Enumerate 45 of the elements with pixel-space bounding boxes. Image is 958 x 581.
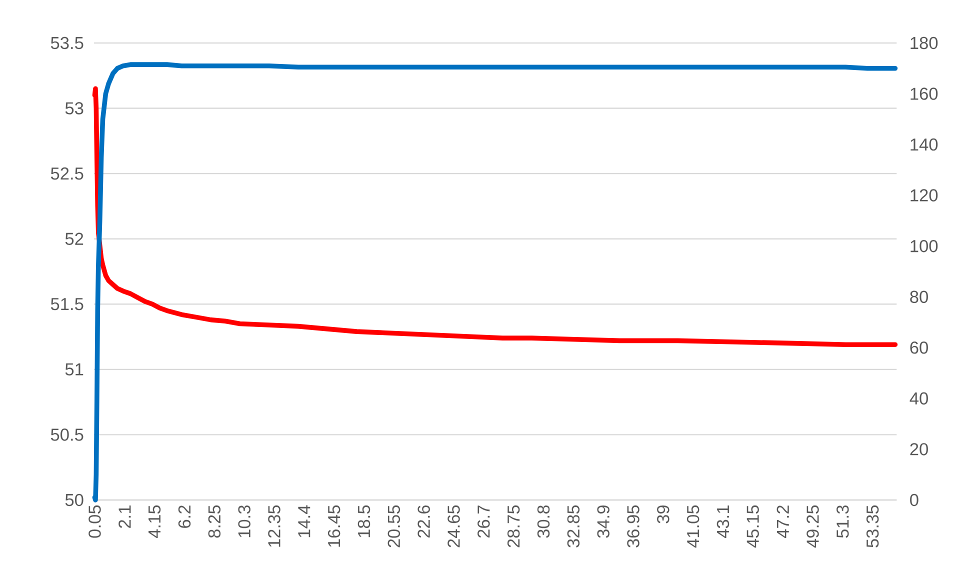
x-tick-label: 49.25 (806, 505, 819, 548)
y-tick-label: 52 (65, 232, 84, 245)
x-tick-label: 39 (657, 506, 670, 524)
x-tick-label: 2.1 (118, 506, 131, 528)
x-tick-label: 30.8 (537, 505, 550, 538)
x-tick-label: 28.75 (507, 505, 520, 548)
x-tick-label: 43.1 (716, 506, 730, 538)
y-tick-label: 51.5 (50, 298, 84, 310)
x-tick-label: 6.2 (178, 506, 191, 528)
y2-tick-label: 100 (910, 240, 938, 252)
x-tick-label: 53.35 (866, 505, 879, 548)
x-tick-label: 0.05 (88, 505, 101, 538)
x-tick-label: 24.65 (448, 505, 460, 548)
x-tick-label: 36.95 (627, 505, 640, 548)
y2-tick-label: 60 (910, 342, 928, 354)
y-tick-label: 50 (65, 494, 84, 506)
x-tick-label: 32.85 (567, 505, 580, 548)
x-tick-label: 14.4 (298, 505, 310, 538)
x-tick-label: 45.15 (746, 505, 759, 548)
x-tick-label: 20.55 (388, 505, 400, 548)
y-tick-label: 50.5 (50, 428, 84, 441)
x-tick-label: 51.3 (836, 505, 849, 538)
y2-tick-label: 80 (910, 290, 928, 304)
x-tick-label: 26.7 (478, 506, 490, 538)
x-tick-label: 4.15 (148, 505, 161, 538)
y2-tick-label: 140 (910, 138, 938, 151)
y2-tick-label: 160 (910, 88, 938, 100)
y-tick-label: 53.5 (50, 36, 84, 50)
x-tick-label: 41.05 (686, 505, 700, 548)
x-tick-label: 16.45 (328, 505, 340, 547)
y2-tick-label: 120 (910, 189, 938, 202)
y-tick-label: 51 (65, 363, 84, 376)
x-tick-label: 47.2 (776, 506, 789, 538)
x-tick-label: 18.5 (358, 505, 370, 538)
y2-tick-label: 0 (910, 494, 918, 506)
x-tick-label: 8.25 (208, 505, 221, 538)
x-tick-label: 34.9 (597, 506, 610, 538)
y2-tick-label: 40 (910, 392, 928, 405)
y-tick-label: 52.5 (50, 167, 84, 180)
x-tick-label: 12.35 (268, 505, 280, 547)
x-tick-label: 22.6 (418, 505, 430, 538)
y2-tick-label: 20 (910, 443, 928, 456)
y-tick-label: 53 (65, 102, 84, 114)
y2-tick-label: 180 (910, 36, 938, 50)
x-tick-label: 10.3 (238, 505, 250, 538)
